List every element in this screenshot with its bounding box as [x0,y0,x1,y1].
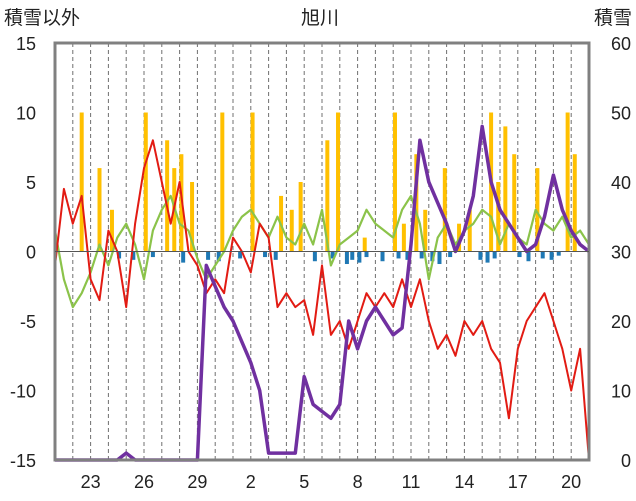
y-right-tick-label: 60 [611,34,631,54]
sunshine-bar [492,251,497,259]
precipitation-bar [97,168,102,252]
precipitation-bar [109,209,114,252]
precipitation-bar [535,168,540,252]
x-tick-label: 11 [402,472,421,492]
precipitation-bar [298,182,303,252]
precipitation-bar [572,154,577,252]
temperature_max-line [53,194,590,309]
x-ticks: 23 26 29 2 5 8 11 14 17 20 [81,472,582,492]
precipitation-bar [565,112,570,252]
sunshine-bar [437,251,442,265]
precipitation-bar [401,223,406,252]
sunshine-bar [430,251,435,262]
precipitation-bar [79,112,84,252]
y-right-tick-label: 20 [611,312,631,332]
sunshine-bar [150,251,155,258]
sunshine-bar [117,251,122,259]
precipitation-bar [423,209,428,252]
x-tick-label: 2 [246,472,256,492]
sunshine-bar [238,251,243,259]
y-left-ticks: 15 10 5 0 -5 -10 -15 [10,34,36,471]
precipitation-bar [467,209,472,252]
precipitation-bar [392,112,397,252]
y-right-tick-label: 50 [611,104,631,124]
chart-title: 旭川 [301,7,339,29]
sunshine-bar [216,251,221,262]
sunshine-bar [357,251,362,263]
sunshine-bar [396,251,401,259]
precipitation-bar [325,140,330,252]
precipitation-bar [414,154,419,252]
precipitation-bar [362,237,367,252]
sunshine-bar [517,251,522,258]
precipitation-bar [442,168,447,252]
y-left-axis-label: 積雪以外 [4,7,80,29]
y-left-tick-label: 10 [16,104,36,124]
sunshine-bar [350,251,355,260]
precipitation-bar [250,112,255,252]
sunshine-bar [364,251,369,258]
x-tick-label: 23 [81,472,101,492]
x-tick-label: 8 [353,472,363,492]
y-left-tick-label: 5 [26,173,36,193]
precipitation-bar [503,126,508,252]
x-tick-label: 20 [561,472,581,492]
sunshine-bar [405,251,410,260]
sunshine-bar [448,251,453,258]
precipitation-bar [190,182,195,252]
y-right-tick-label: 10 [611,382,631,402]
precipitation-bar [220,112,225,252]
y-left-tick-label: -5 [20,312,36,332]
y-right-ticks: 60 50 40 30 20 10 0 [611,34,631,471]
y-left-tick-label: 0 [26,243,36,263]
sunshine-bar [330,251,335,259]
x-tick-label: 26 [134,472,154,492]
precipitation-bar [336,112,341,252]
y-right-tick-label: 0 [621,451,631,471]
x-tick-label: 29 [187,472,207,492]
y-left-tick-label: -15 [10,451,36,471]
y-right-tick-label: 40 [611,173,631,193]
x-tick-label: 5 [299,472,309,492]
sunshine-bar [526,251,531,262]
y-left-tick-label: -10 [10,382,36,402]
y-left-tick-label: 15 [16,34,36,54]
sunshine-bar [556,251,561,256]
sunshine-bar [344,251,349,265]
sunshine-bar [263,251,268,258]
temperature_min-line [54,139,590,461]
x-tick-label: 14 [454,472,474,492]
sunshine-bar [549,251,554,260]
sunshine-bar [540,251,545,259]
sunshine-bar [380,251,385,262]
sunshine-bar [485,251,490,263]
precipitation-bar [496,182,501,252]
sunshine-bar [478,251,483,260]
precipitation-bar [143,112,148,252]
precipitation-bar [165,140,170,252]
y-right-tick-label: 30 [611,243,631,263]
x-tick-label: 17 [508,472,528,492]
sunshine-bar [312,251,317,262]
sunshine-bar [131,251,136,260]
precipitation-bar [512,154,517,252]
sunshine-bar [206,251,211,260]
sunshine-bar [273,251,278,260]
y-right-axis-label: 積雪 [594,7,632,29]
sunshine-bar [419,251,424,259]
precipitation-bar [289,209,294,252]
sunshine-bar [181,251,186,263]
